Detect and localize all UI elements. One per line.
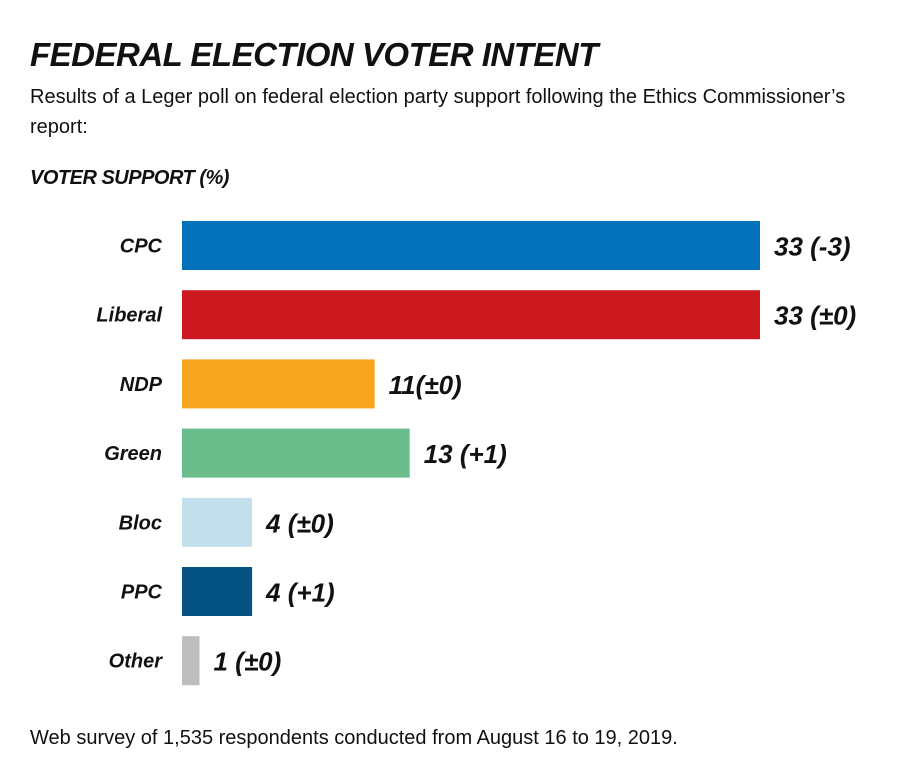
data-label: 13 (+1) (424, 439, 507, 469)
data-label: 11(±0) (389, 370, 462, 400)
footnote: Web survey of 1,535 respondents conducte… (30, 727, 678, 749)
chart-title: FEDERAL ELECTION VOTER INTENT (30, 36, 598, 73)
data-label: 33 (±0) (774, 301, 856, 331)
chart-subtitle: Results of a Leger poll on federal elect… (30, 86, 846, 138)
category-label: Bloc (119, 512, 162, 534)
data-label: 4 (±0) (265, 508, 334, 538)
bar-row-ndp: NDP 11(±0) (120, 359, 462, 409)
bar-row-other: Other 1 (±0) (109, 636, 282, 686)
category-label: NDP (120, 374, 163, 396)
category-label: Green (104, 443, 162, 465)
category-label: PPC (121, 582, 163, 604)
data-label: 1 (±0) (214, 647, 282, 677)
bar-cpc (182, 221, 760, 270)
data-label: 4 (+1) (265, 578, 335, 608)
bar-liberal (182, 290, 760, 340)
bar-row-ppc: PPC 4 (+1) (121, 567, 335, 616)
bar-bloc (182, 497, 253, 547)
category-label: Liberal (96, 305, 162, 327)
category-label: CPC (120, 236, 163, 258)
bar-row-green: Green 13 (+1) (104, 428, 507, 478)
bar-green (182, 428, 410, 478)
bar-other (182, 636, 200, 686)
data-label: 33 (-3) (774, 232, 851, 262)
bar-ndp (182, 359, 375, 409)
category-label: Other (109, 651, 164, 673)
bar-ppc (182, 567, 253, 616)
bar-row-cpc: CPC 33 (-3) (120, 221, 851, 270)
axis-label: VOTER SUPPORT (%) (30, 167, 229, 189)
bar-row-bloc: Bloc 4 (±0) (119, 497, 334, 547)
bar-row-liberal: Liberal 33 (±0) (96, 290, 856, 340)
